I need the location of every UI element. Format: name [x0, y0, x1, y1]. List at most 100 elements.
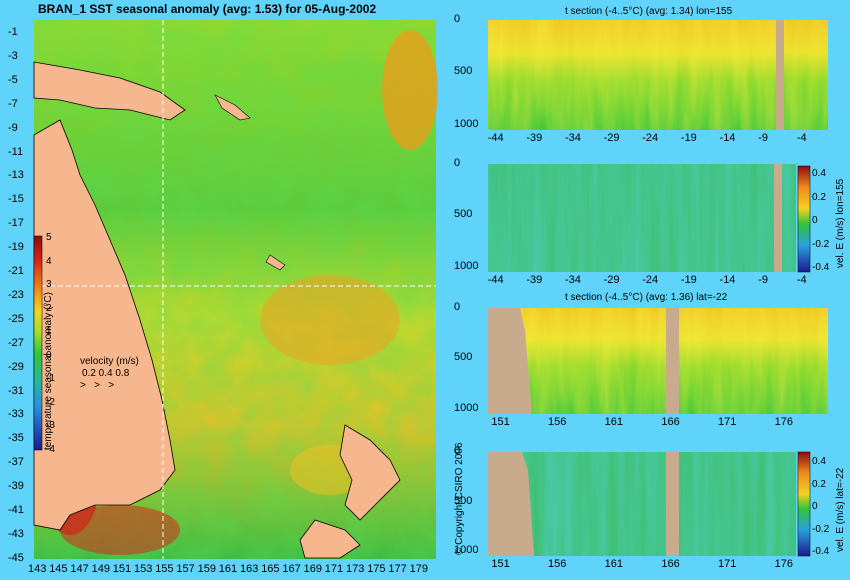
map-y-tick-label: -13	[8, 169, 24, 182]
png-landmass	[33, 61, 186, 121]
map-y-tick-label: -1	[8, 26, 18, 38]
map-x-tick-label: 145	[49, 563, 68, 575]
section-panel-4	[488, 451, 811, 557]
section-x-tick-label: -24	[642, 274, 659, 286]
colorbar-tick-label: 3	[46, 279, 52, 290]
map-y-tick-label: -37	[8, 456, 24, 469]
section-x-tick-label: -4	[796, 132, 807, 144]
map-x-tick-label: 169	[303, 563, 322, 575]
section-x-tick-label: 171	[718, 558, 737, 570]
colorbar-tick-label: 1	[46, 326, 52, 337]
map-x-tick-label: 179	[409, 563, 428, 575]
map-x-tick-label: 167	[282, 563, 301, 575]
map-x-tick-label: 151	[112, 563, 132, 575]
section-3-title: t section (-4..5°C) (avg: 1.36) lat=-22	[565, 292, 728, 303]
section-x-tick-label: 151	[491, 558, 510, 570]
colorbar-tick-label: -4	[46, 443, 55, 455]
colorbar-tick-label: 2	[46, 302, 52, 314]
map-y-tick-label: -33	[8, 408, 24, 421]
section-y-tick-label: 500	[454, 208, 473, 221]
map-x-tick-label: 177	[388, 563, 407, 575]
section-x-tick-label: 156	[548, 558, 567, 570]
map-y-tick-label: -35	[8, 432, 24, 445]
section-x-tick-label: -19	[680, 274, 697, 286]
map-x-tick-label: 173	[346, 563, 365, 575]
map-y-tick-label: -19	[8, 241, 24, 254]
section-x-tick-label: -39	[526, 132, 543, 144]
section-colorbar-tick-label: 0.2	[812, 478, 826, 490]
colorbar-tick-label: 0	[46, 349, 52, 361]
section-x-tick-label: 156	[548, 416, 567, 428]
map-y-tick-label: -31	[8, 384, 24, 397]
map-colorbar	[33, 235, 43, 451]
map-x-tick-label: 155	[155, 563, 174, 575]
section-panel-2	[488, 164, 811, 273]
section-y-tick-label: 1000	[454, 259, 479, 272]
map-y-tick-label: -15	[8, 193, 24, 206]
section-x-tick-label: -29	[603, 274, 620, 286]
map-x-tick-label: 159	[197, 563, 216, 575]
section-x-tick-label: 171	[718, 416, 737, 428]
velocity-colorbar-1	[797, 165, 811, 273]
map-x-tick-label: 157	[176, 563, 195, 575]
section-y-tick-label: 1000	[454, 401, 479, 414]
section-1-title: t section (-4..5°C) (avg: 1.34) lon=155	[565, 6, 733, 17]
section-x-tick-label: -14	[719, 274, 736, 286]
map-y-tick-label: -9	[8, 121, 18, 134]
section-colorbar-tick-label: 0.4	[812, 168, 826, 179]
section-x-tick-label: -9	[758, 132, 768, 144]
colorbar-tick-label: -1	[46, 373, 55, 384]
section-x-tick-label: 166	[661, 558, 680, 570]
section-y-tick-label: 500	[454, 494, 473, 507]
section-x-tick-label: -34	[565, 274, 581, 286]
map-y-tick-label: -17	[8, 217, 24, 230]
map-x-tick-label: 171	[324, 563, 344, 575]
colorbar-tick-label: 5	[46, 232, 52, 243]
colorbar-tick-label: 4	[46, 255, 52, 267]
section-colorbar-tick-label: 0.4	[812, 456, 826, 467]
map-y-tick-label: -23	[8, 288, 24, 301]
section-panel-1	[488, 20, 828, 130]
colorbar-label: temperature seasonal anomaly (°C)	[43, 292, 54, 450]
section-2-colorbar-label: vel. E (m/s) lon=155	[835, 178, 846, 268]
section-y-tick-label: 1000	[454, 117, 479, 130]
section-colorbar-tick-label: -0.4	[812, 546, 830, 557]
section-x-tick-label: -44	[487, 132, 504, 144]
section-y-tick-label: 500	[454, 65, 473, 78]
map-y-tick-label: -11	[8, 145, 24, 158]
section-4-colorbar-label: vel. E (m/s) lat=-22	[835, 467, 846, 552]
section-x-tick-label: -39	[526, 274, 543, 286]
section-x-tick-label: 176	[774, 558, 794, 570]
section-colorbar-tick-label: 0	[812, 215, 818, 226]
section-colorbar-tick-label: -0.2	[812, 523, 830, 535]
map-x-tick-label: 147	[70, 563, 89, 575]
map-y-tick-label: -21	[8, 265, 24, 277]
section-x-tick-label: 166	[661, 416, 680, 428]
map-title: BRAN_1 SST seasonal anomaly (avg: 1.53) …	[38, 2, 377, 16]
map-y-tick-label: -25	[8, 312, 24, 325]
velocity-label: velocity (m/s)	[80, 356, 139, 367]
section-y-tick-label: 500	[454, 351, 473, 364]
map-y-tick-label: -41	[8, 504, 24, 516]
section-y-tick-label: 1000	[454, 544, 479, 557]
section-colorbar-tick-label: 0	[812, 501, 818, 512]
section-x-tick-label: 161	[604, 558, 624, 570]
section-x-tick-label: 151	[491, 416, 510, 428]
section-panel-3	[488, 308, 828, 414]
map-y-tick-label: -43	[8, 527, 24, 540]
colorbar-tick-label: -3	[46, 420, 55, 431]
map-x-tick-label: 161	[218, 563, 238, 575]
section-x-tick-label: 176	[774, 416, 794, 428]
section-x-tick-label: -34	[565, 132, 581, 144]
velocity-arrows-icon: > > >	[80, 380, 115, 391]
map-y-tick-label: -45	[8, 551, 24, 564]
section-x-tick-label: 161	[604, 416, 624, 428]
map-x-tick-label: 153	[134, 563, 153, 575]
map-x-tick-label: 149	[91, 563, 110, 575]
section-y-tick-label: 0	[454, 157, 461, 169]
australia-landmass	[33, 119, 176, 531]
map-y-tick-label: -39	[8, 480, 24, 493]
section-y-tick-label: 0	[454, 301, 461, 313]
velocity-colorbar-2	[797, 451, 811, 557]
